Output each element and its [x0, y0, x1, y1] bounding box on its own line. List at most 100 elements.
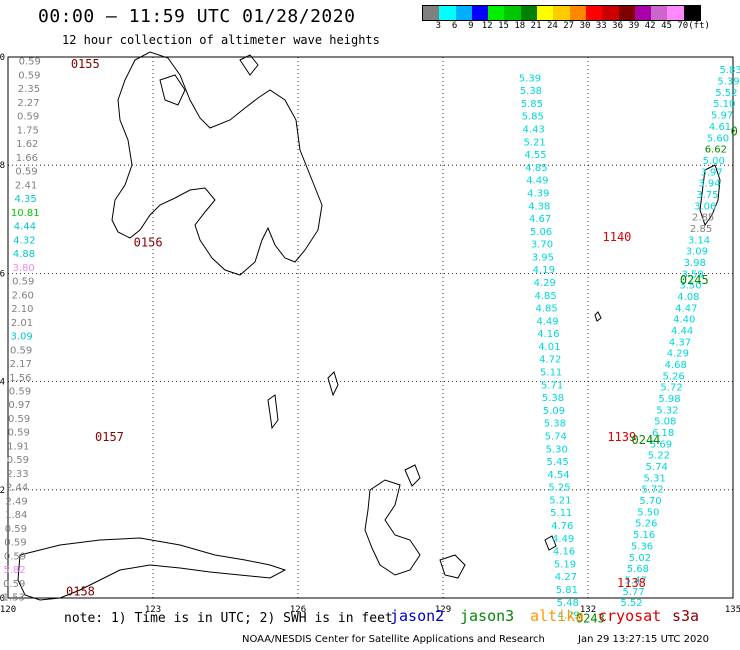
- lon-tick-label: 123: [145, 605, 161, 615]
- coastline-islet-2: [594, 311, 602, 322]
- color-swatch: [504, 6, 521, 20]
- wave-height-value: 5.52: [715, 88, 737, 99]
- wave-height-value: 5.39: [717, 77, 739, 88]
- color-legend-label: 39: [628, 21, 640, 31]
- wave-height-value: 5.82: [3, 565, 25, 576]
- pass-time-label: 0245: [680, 273, 709, 287]
- wave-height-value: 4.85: [535, 304, 557, 315]
- color-swatch: [667, 6, 684, 20]
- credit-line: NOAA/NESDIS Center for Satellite Applica…: [242, 634, 545, 645]
- color-swatch: [439, 6, 456, 20]
- color-swatch: [634, 6, 652, 20]
- wave-height-value: 4.08: [677, 292, 699, 303]
- wave-height-value: 5.00: [703, 156, 725, 167]
- wave-height-value: 6.18: [652, 428, 674, 439]
- pass-time-label: 0158: [66, 584, 95, 598]
- legend-jason2: jason2: [390, 607, 445, 625]
- wave-height-value: 5.50: [637, 507, 659, 518]
- wave-height-value: 0.59: [7, 455, 29, 466]
- lon-tick-label: 135: [725, 605, 740, 615]
- track-cryosat-2: 5.835.395.525.105.974.615.606.625.003.97…: [620, 65, 740, 609]
- color-swatch: [651, 6, 668, 20]
- wave-height-value: 4.85: [525, 163, 547, 174]
- wave-height-value: 4.38: [528, 201, 550, 212]
- wave-height-value: 5.70: [639, 496, 661, 507]
- color-legend-label: 36: [612, 21, 624, 31]
- wave-height-value: 0.59: [8, 428, 30, 439]
- wave-height-value: 1.84: [5, 510, 27, 521]
- pass-time-label: 0157: [95, 430, 124, 444]
- map-title: 00:00 – 11:59 UTC 01/28/2020: [38, 6, 356, 27]
- color-swatch: [553, 6, 570, 20]
- wave-height-value: 5.85: [522, 112, 544, 123]
- wave-height-value: 2.60: [12, 290, 34, 301]
- color-legend-bar: [422, 5, 702, 21]
- wave-height-value: 5.10: [713, 99, 735, 110]
- wave-height-value: 4.61: [709, 122, 731, 133]
- wave-height-value: 5.85: [521, 99, 543, 110]
- wave-height-value: 4.39: [527, 188, 549, 199]
- axis-ticks: 120 123 126 129 132 135 0 2 4 6 8 10: [0, 53, 740, 615]
- wave-height-value: 5.69: [650, 439, 672, 450]
- lat-tick-label: 8: [0, 161, 5, 171]
- wave-height-value: 5.25: [548, 483, 570, 494]
- wave-height-value: 0.59: [12, 277, 34, 288]
- wave-height-value: 2.01: [11, 318, 33, 329]
- lat-tick-label: 0: [0, 594, 5, 604]
- coastlines: [17, 51, 721, 601]
- wave-height-value: 2.41: [15, 180, 37, 191]
- color-legend-label: 42: [644, 21, 656, 31]
- wave-height-value: 3.50: [679, 281, 701, 292]
- wave-height-value: 5.72: [660, 383, 682, 394]
- map-frame: [7, 56, 734, 599]
- wave-height-value: 4.16: [553, 547, 575, 558]
- wave-height-value: 4.88: [13, 249, 35, 260]
- wave-height-value: 4.76: [551, 521, 573, 532]
- lon-tick-label: 126: [290, 605, 306, 615]
- color-swatch: [537, 6, 554, 20]
- wave-height-value: 1.91: [7, 441, 29, 452]
- wave-height-value: 5.45: [546, 457, 568, 468]
- wave-height-value: 5.68: [627, 564, 649, 575]
- wave-height-value: 4.54: [547, 470, 569, 481]
- legend-cryosat: cryosat: [598, 607, 662, 625]
- wave-height-value: 4.85: [535, 291, 557, 302]
- color-legend-label: 9: [468, 21, 474, 31]
- color-swatch: [618, 6, 635, 20]
- color-legend-label: 3: [435, 21, 442, 31]
- coastline-sulawesi-north: [17, 537, 287, 601]
- wave-height-value: 0.59: [5, 524, 27, 535]
- color-swatch: [602, 6, 619, 20]
- wave-height-value: 5.60: [707, 133, 729, 144]
- pass-time-label: 0243: [576, 611, 605, 625]
- wave-height-value: 5.38: [542, 393, 564, 404]
- units-note: note: 1) Time is in UTC; 2) SWH is in fe…: [64, 611, 393, 626]
- coastline-islet-1: [544, 535, 557, 551]
- coastline-halmahera: [364, 479, 421, 576]
- wave-height-value: 4.43: [523, 125, 545, 136]
- coastline-island-small: [239, 54, 259, 76]
- wave-height-value: 0.59: [17, 112, 39, 123]
- color-swatch: [569, 6, 586, 20]
- wave-height-value: 2.85: [690, 224, 712, 235]
- wave-height-value: 2.85: [692, 213, 714, 224]
- coastline-palau: [699, 164, 721, 227]
- wave-height-value: 5.11: [540, 368, 562, 379]
- color-legend-label: 15: [498, 21, 509, 31]
- wave-height-value: 3.14: [688, 235, 710, 246]
- wave-height-value: 4.49: [552, 534, 574, 545]
- wave-height-value: 2.17: [10, 359, 32, 370]
- wave-height-value: 4.35: [15, 194, 37, 205]
- wave-height-value: 5.32: [656, 405, 678, 416]
- wave-height-value: 2.10: [11, 304, 33, 315]
- wave-height-value: 5.21: [523, 137, 545, 148]
- pass-time-label: 0: [731, 124, 738, 138]
- wave-height-value: 5.08: [654, 417, 676, 428]
- wave-height-value: 5.38: [520, 86, 542, 97]
- coastline-morotai: [404, 464, 421, 487]
- wave-height-value: 3.06: [694, 201, 716, 212]
- wave-height-value: 4.40: [673, 315, 695, 326]
- pass-time-label: 1138: [617, 576, 646, 590]
- wave-height-value: 1.56: [9, 373, 31, 384]
- wave-height-value: 0.59: [9, 387, 31, 398]
